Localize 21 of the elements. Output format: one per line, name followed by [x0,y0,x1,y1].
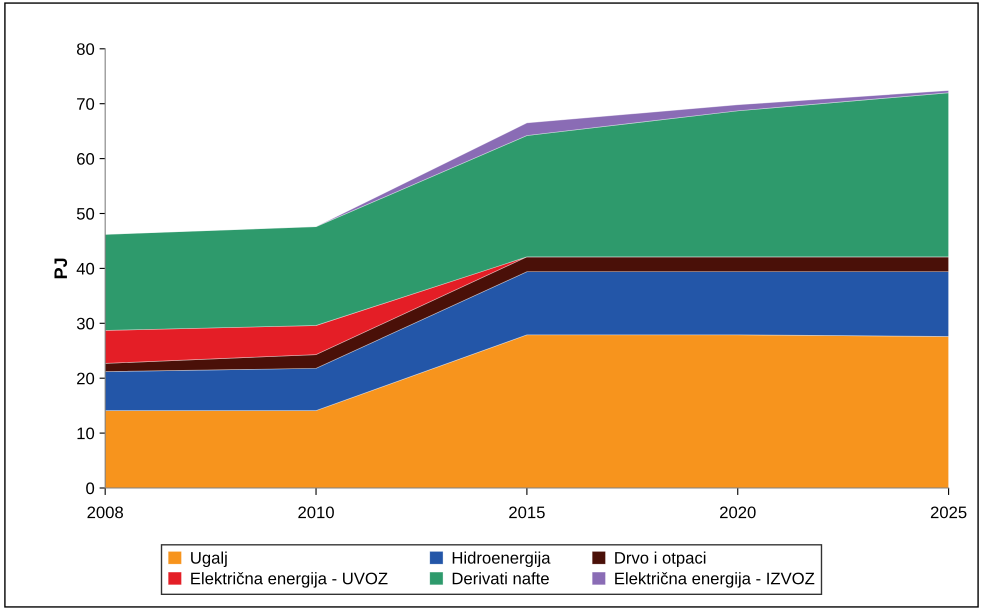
y-tick-label: 0 [86,482,94,494]
x-tick-label: 2020 [720,506,756,518]
x-tick-label: 2025 [930,506,966,518]
y-axis-title: PJ [54,258,68,278]
legend-label: Derivati nafte [452,572,549,584]
y-tick-label: 80 [76,43,94,56]
legend-label: Ugalj [191,552,227,568]
legend-label: Drvo i otpaci [615,552,706,568]
x-tick-label: 2008 [87,506,123,518]
legend-label: Hidroenergija [452,552,551,568]
y-tick-label: 70 [77,98,94,110]
y-tick-label: 60 [77,153,94,165]
y-tick-label: 20 [77,372,94,384]
x-tick-label: 2015 [509,506,545,518]
y-tick-label: 10 [78,428,94,440]
y-tick-label: 50 [76,208,94,220]
y-tick-label: 30 [76,318,94,330]
legend-label: Električna energija - IZVOZ [615,572,814,588]
legend-label: Električna energija - UVOZ [191,572,388,588]
x-tick-label: 2010 [298,506,334,518]
y-tick-label: 40 [76,262,94,275]
